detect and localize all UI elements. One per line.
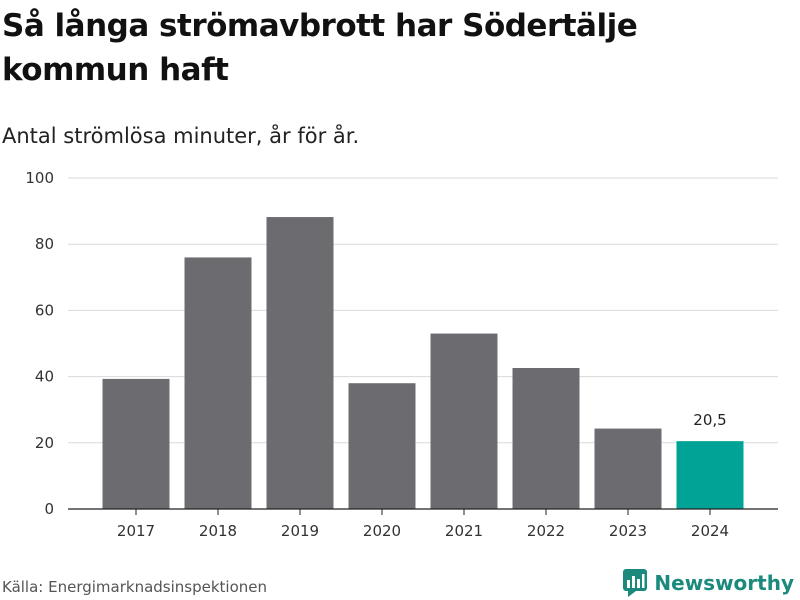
y-tick-label: 0 <box>44 500 54 518</box>
bar <box>676 441 744 509</box>
brand-name: Newsworthy <box>654 571 794 595</box>
bar <box>348 383 416 509</box>
bars <box>102 217 744 510</box>
x-tick-label: 2024 <box>691 522 729 540</box>
x-tick-label: 2019 <box>281 522 319 540</box>
bar-chart-logo-icon <box>623 569 648 597</box>
source-note: Källa: Energimarknadsinspektionen <box>2 578 268 596</box>
bar <box>184 257 252 509</box>
data-labels: 20,5 <box>693 411 726 429</box>
chart-title: Så långa strömavbrott har Södertälje kom… <box>2 8 638 88</box>
bar <box>594 428 662 509</box>
x-tick-label: 2020 <box>363 522 401 540</box>
y-tick-label: 20 <box>35 434 54 452</box>
y-tick-label: 100 <box>25 169 54 187</box>
bar <box>266 217 334 510</box>
data-label: 20,5 <box>693 411 726 429</box>
x-tick-label: 2021 <box>445 522 483 540</box>
bar <box>430 333 498 509</box>
y-tick-label: 60 <box>35 301 54 319</box>
chart-subtitle: Antal strömlösa minuter, år för år. <box>2 124 360 148</box>
x-tick-label: 2017 <box>117 522 155 540</box>
x-axis-ticks: 2017 2018 2019 2020 2021 2022 2023 2024 <box>68 508 778 540</box>
gridlines <box>68 177 778 444</box>
y-tick-label: 40 <box>35 368 54 386</box>
x-tick-label: 2022 <box>527 522 565 540</box>
bar <box>512 367 580 509</box>
y-axis-ticks: 0 20 40 60 80 100 <box>25 169 54 518</box>
brand-logo[interactable]: Newsworthy <box>622 568 794 598</box>
bar-chart: 0 20 40 60 80 100 2017 2018 2019 2020 2021 2022 202… <box>25 169 778 540</box>
bar <box>102 378 170 509</box>
x-tick-label: 2018 <box>199 522 237 540</box>
x-tick-label: 2023 <box>609 522 647 540</box>
y-tick-label: 80 <box>35 235 54 253</box>
